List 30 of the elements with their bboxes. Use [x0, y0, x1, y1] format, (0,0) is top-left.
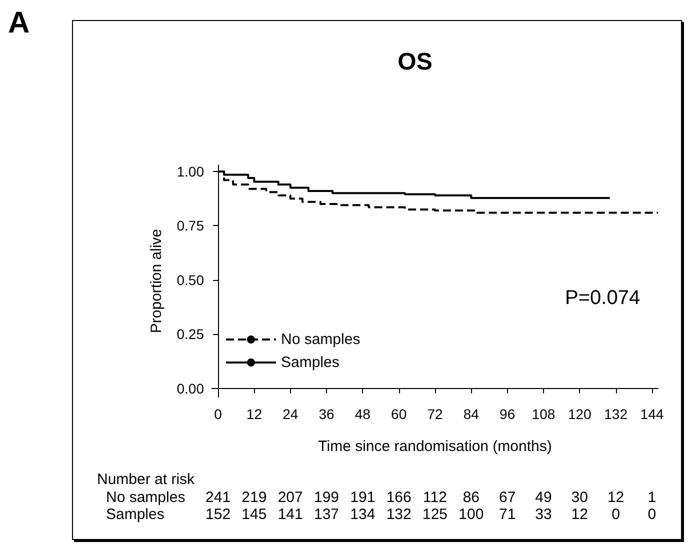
- x-tick-label: 96: [500, 406, 516, 422]
- legend-label: Samples: [281, 354, 340, 371]
- x-tick-label: 24: [282, 406, 298, 422]
- legend-label: No samples: [281, 331, 360, 348]
- x-tick-label: 132: [604, 406, 628, 422]
- x-tick-label: 84: [463, 406, 480, 422]
- y-axis-title: Proportion alive: [148, 228, 165, 334]
- text: A: [8, 6, 30, 40]
- x-tick-label: 0: [214, 406, 222, 422]
- chart-title: OS: [398, 48, 432, 76]
- text: Number at risk: [97, 471, 196, 488]
- text: Samples: [106, 506, 164, 523]
- annotation: P=0.074: [565, 287, 640, 309]
- x-tick-label: 60: [391, 406, 407, 422]
- y-tick-label: 0.25: [176, 326, 204, 342]
- x-axis-title: Time since randomisation (months): [318, 438, 552, 455]
- x-tick-label: 48: [354, 406, 371, 422]
- x-tick-label: 108: [532, 406, 556, 422]
- text: 152 145 141 137 134 132 125 100 71 33 12 0 0: [206, 506, 656, 523]
- y-tick-label: 0.75: [176, 218, 204, 234]
- text: 241 219 207 199 191 166 112 86 67 49 30 12 1: [206, 489, 656, 506]
- x-tick-label: 12: [246, 406, 262, 422]
- y-tick-label: 0.00: [176, 380, 204, 396]
- x-tick-label: 72: [427, 406, 443, 422]
- x-tick-label: 36: [318, 406, 335, 422]
- x-tick-label: 144: [640, 406, 664, 422]
- y-tick-label: 1.00: [176, 164, 204, 180]
- text: No samples: [106, 489, 186, 506]
- x-tick-label: 120: [568, 406, 592, 422]
- y-tick-label: 0.50: [176, 272, 204, 288]
